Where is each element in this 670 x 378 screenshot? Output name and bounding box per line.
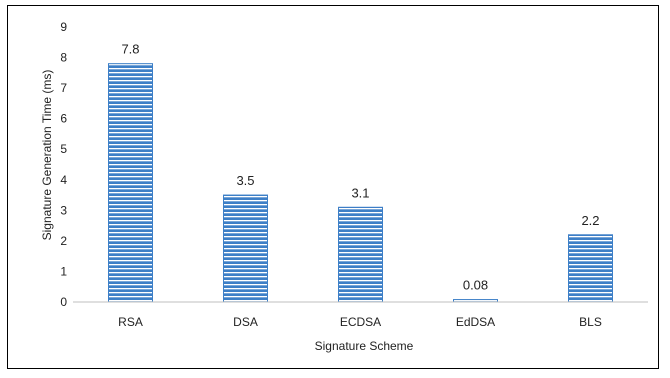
bars	[108, 63, 613, 303]
y-tick-label: 1	[60, 264, 67, 278]
y-tick-label: 2	[60, 234, 67, 248]
bar-dsa	[223, 194, 268, 303]
x-axis-title: Signature Scheme	[315, 339, 414, 353]
y-tick-label: 0	[60, 295, 67, 309]
data-label-bls: 2.2	[581, 213, 599, 228]
y-axis-title: Signature Generation Time (ms)	[40, 70, 54, 241]
bar-bls	[568, 234, 613, 303]
bar-ecdsa	[338, 206, 383, 303]
y-axis-ticks: 0 1 2 3 4 5 6 7 8 9	[60, 20, 67, 309]
bar-rsa	[108, 63, 153, 303]
data-label-dsa: 3.5	[236, 173, 254, 188]
y-tick-label: 6	[60, 112, 67, 126]
x-tick-label-dsa: DSA	[233, 315, 258, 329]
y-tick-label: 8	[60, 51, 67, 65]
x-axis-ticks: RSA DSA ECDSA EdDSA BLS	[118, 315, 602, 329]
y-tick-label: 3	[60, 203, 67, 217]
y-tick-label: 4	[60, 173, 67, 187]
x-tick-label-ecdsa: ECDSA	[340, 315, 381, 329]
y-tick-label: 5	[60, 142, 67, 156]
x-tick-label-bls: BLS	[579, 315, 602, 329]
data-labels: 7.8 3.5 3.1 0.08 2.2	[121, 42, 599, 293]
data-label-ecdsa: 3.1	[351, 185, 369, 200]
x-tick-label-eddsa: EdDSA	[456, 315, 495, 329]
bar-chart: Signature Generation Time (ms) Signature…	[40, 20, 648, 353]
y-tick-label: 9	[60, 20, 67, 34]
chart-frame: Signature Generation Time (ms) Signature…	[7, 5, 659, 369]
y-tick-label: 7	[60, 81, 67, 95]
data-label-rsa: 7.8	[121, 42, 139, 57]
x-tick-label-rsa: RSA	[118, 315, 143, 329]
data-label-eddsa: 0.08	[463, 278, 488, 293]
